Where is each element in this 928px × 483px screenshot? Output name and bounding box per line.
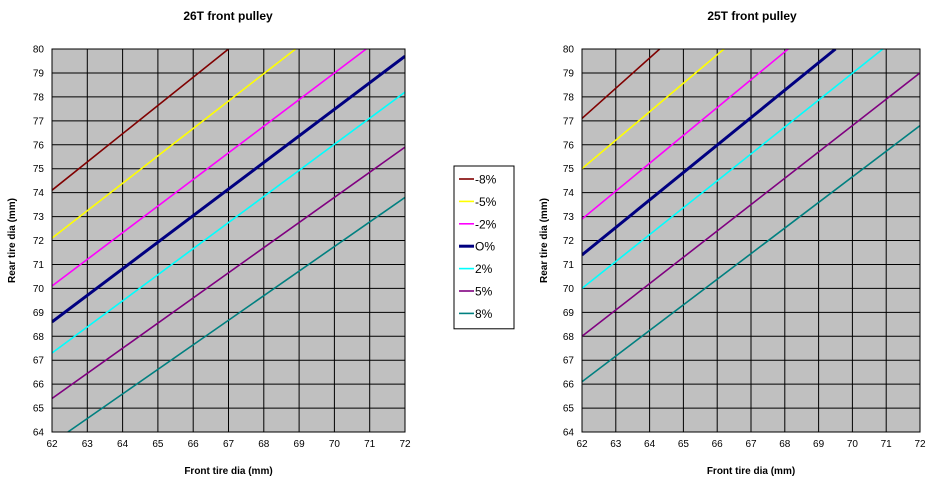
x-tick-label: 63: [82, 439, 94, 450]
legend-label-minus-5pct: -5%: [475, 195, 497, 209]
y-tick-label: 71: [563, 260, 575, 271]
y-tick-label: 65: [563, 404, 575, 415]
series-line-opct: [52, 55, 405, 324]
series-line-minus-8pct: [582, 49, 661, 119]
legend-label-8pct: 8%: [475, 307, 493, 321]
legend-label-5pct: 5%: [475, 285, 493, 299]
series-line-minus-8pct: [52, 49, 229, 191]
x-tick-labels: 62 63 64 65 66 67 68 69 70 71 72: [576, 439, 926, 450]
y-tick-label: 76: [563, 140, 575, 151]
x-tick-label: 62: [576, 439, 588, 450]
series-group: [52, 49, 405, 432]
x-tick-label: 67: [223, 439, 235, 450]
x-tick-label: 68: [779, 439, 791, 450]
chart-25t-front-pulley: 64 65 66 67 68 69 70 71 72 73 74 75 76 77 78 79 80 62 63 64…: [539, 9, 926, 477]
y-tick-labels: 64 65 66 67 68 69 70 71 72 73 74 75 76 77 78 79 80: [33, 45, 45, 439]
y-tick-label: 67: [563, 356, 575, 367]
chart-title: 26T front pulley: [183, 9, 273, 23]
y-axis-label: Rear tire dia (mm): [539, 198, 550, 283]
x-tick-label: 64: [644, 439, 656, 450]
x-tick-label: 68: [258, 439, 270, 450]
series-line-minus-2pct: [52, 49, 367, 287]
plot-border: [51, 48, 406, 433]
chart-26t-front-pulley: 64 65 66 67 68 69 70 71 72 73 74 75 76 77 78 79 80 62 63 64…: [7, 9, 411, 477]
y-tick-label: 77: [33, 116, 45, 127]
x-tick-label: 71: [364, 439, 376, 450]
x-tick-label: 72: [914, 439, 926, 450]
x-tick-label: 69: [813, 439, 825, 450]
y-tick-label: 70: [563, 284, 575, 295]
x-axis-label: Front tire dia (mm): [184, 466, 272, 477]
x-axis-label: Front tire dia (mm): [707, 466, 795, 477]
y-tick-label: 80: [563, 45, 575, 56]
x-tick-label: 72: [399, 439, 411, 450]
y-tick-label: 70: [33, 284, 45, 295]
x-tick-label: 71: [881, 439, 893, 450]
y-tick-label: 66: [33, 380, 45, 391]
gridlines: [51, 48, 406, 433]
series-line-2pct: [582, 49, 884, 290]
y-tick-label: 64: [33, 428, 45, 439]
y-tick-label: 68: [33, 332, 45, 343]
y-tick-label: 78: [33, 92, 45, 103]
y-tick-label: 69: [563, 308, 575, 319]
y-tick-label: 76: [33, 140, 45, 151]
y-tick-label: 74: [33, 188, 45, 199]
x-tick-label: 67: [745, 439, 757, 450]
x-tick-label: 64: [117, 439, 129, 450]
series-line-5pct: [52, 146, 405, 400]
y-tick-label: 77: [563, 116, 575, 127]
y-tick-label: 78: [563, 92, 575, 103]
x-tick-label: 62: [46, 439, 58, 450]
legend-label-2pct: 2%: [475, 262, 493, 276]
x-tick-label: 66: [712, 439, 724, 450]
legend: -8% -5% -2% O% 2% 5% 8%: [453, 165, 515, 330]
y-tick-label: 74: [563, 188, 575, 199]
series-line-minus-5pct: [582, 49, 725, 170]
series-line-2pct: [52, 91, 405, 354]
y-tick-label: 71: [33, 260, 45, 271]
x-tick-label: 63: [610, 439, 622, 450]
y-tick-label: 72: [33, 236, 45, 247]
x-tick-label: 70: [847, 439, 859, 450]
plot-border: [581, 48, 921, 433]
series-line-minus-2pct: [582, 49, 789, 220]
y-tick-label: 68: [563, 332, 575, 343]
y-tick-labels: 64 65 66 67 68 69 70 71 72 73 74 75 76 77 78 79 80: [563, 45, 575, 439]
legend-label-opct: O%: [475, 240, 495, 254]
y-axis-label: Rear tire dia (mm): [7, 198, 18, 283]
y-tick-label: 80: [33, 45, 45, 56]
y-tick-label: 79: [563, 68, 575, 79]
legend-label-minus-8pct: -8%: [475, 173, 497, 187]
series-line-8pct: [67, 196, 405, 432]
legend-label-minus-2pct: -2%: [475, 217, 497, 231]
y-tick-label: 64: [563, 428, 575, 439]
y-tick-label: 69: [33, 308, 45, 319]
x-tick-label: 69: [294, 439, 306, 450]
series-line-5pct: [582, 72, 920, 337]
y-tick-label: 72: [563, 236, 575, 247]
series-group: [582, 49, 920, 383]
x-tick-labels: 62 63 64 65 66 67 68 69 70 71 72: [46, 439, 411, 450]
x-tick-label: 70: [329, 439, 341, 450]
y-tick-label: 73: [563, 212, 575, 223]
y-tick-label: 75: [33, 164, 45, 175]
y-tick-label: 73: [33, 212, 45, 223]
series-line-minus-5pct: [52, 49, 297, 239]
series-line-8pct: [582, 124, 920, 383]
series-line-opct: [582, 49, 837, 257]
y-tick-label: 65: [33, 404, 45, 415]
x-tick-label: 65: [152, 439, 164, 450]
y-tick-label: 75: [563, 164, 575, 175]
chart-title: 25T front pulley: [707, 9, 797, 23]
x-tick-label: 66: [188, 439, 200, 450]
y-tick-label: 67: [33, 356, 45, 367]
x-tick-label: 65: [678, 439, 690, 450]
y-tick-label: 66: [563, 380, 575, 391]
y-tick-label: 79: [33, 68, 45, 79]
